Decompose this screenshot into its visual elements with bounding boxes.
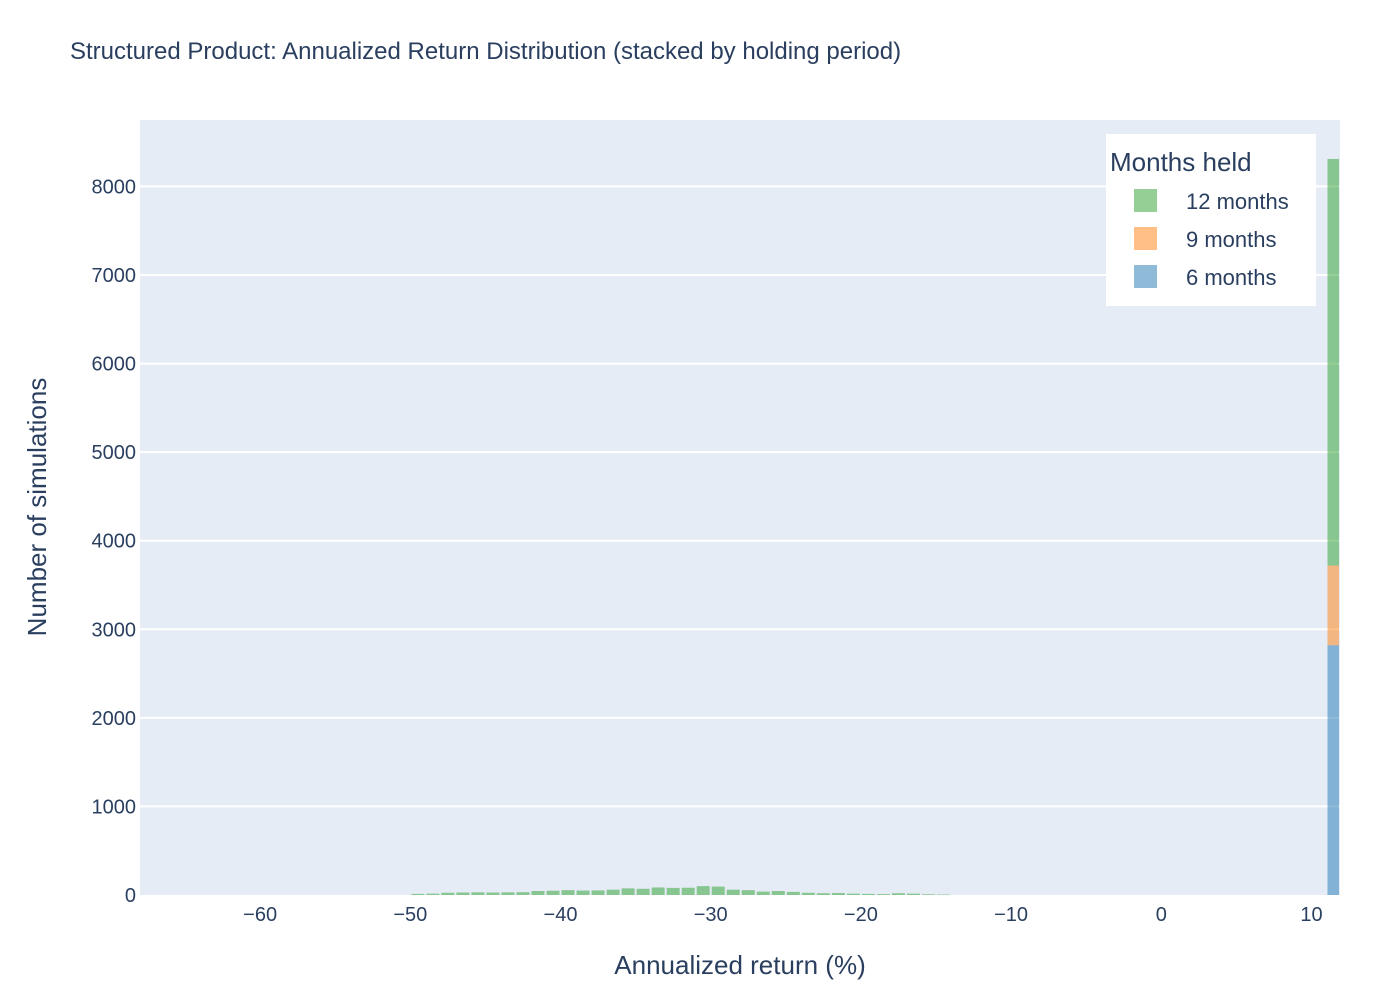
x-tick-label: −10	[994, 904, 1028, 926]
x-tick-label: −20	[844, 904, 878, 926]
bar-12-months	[576, 890, 590, 895]
y-axis-title: Number of simulations	[22, 378, 52, 637]
y-tick-label: 4000	[92, 531, 137, 553]
legend-swatch	[1134, 227, 1157, 250]
bar-12-months	[561, 890, 575, 895]
bar-12-months	[936, 894, 951, 896]
x-tick-label: −30	[694, 904, 728, 926]
bar-12-months	[486, 892, 500, 895]
bar-12-months	[426, 893, 440, 895]
y-tick-label: 0	[125, 885, 136, 907]
x-axis-title: Annualized return (%)	[614, 950, 865, 980]
bar-12-months	[531, 891, 545, 895]
bar-12-months	[546, 890, 560, 895]
legend-label: 6 months	[1186, 265, 1277, 290]
bar-12-months	[606, 889, 620, 895]
legend-swatch	[1134, 189, 1157, 212]
x-tick-label: −60	[243, 904, 277, 926]
y-tick-label: 5000	[92, 442, 137, 464]
bar-12-months	[906, 893, 920, 895]
legend-swatch	[1134, 265, 1157, 288]
y-tick-label: 1000	[92, 796, 137, 818]
y-tick-label: 7000	[92, 265, 137, 287]
bar-12-months	[756, 891, 770, 895]
bar-12-months	[1327, 158, 1339, 566]
bar-12-months	[651, 887, 665, 895]
bar-12-months	[786, 891, 800, 895]
bars	[411, 158, 1339, 896]
x-tick-label: −40	[544, 904, 578, 926]
x-tick-label: 10	[1300, 904, 1322, 926]
bar-12-months	[441, 892, 455, 895]
bar-12-months	[516, 892, 530, 895]
legend-label: 9 months	[1186, 227, 1277, 252]
y-axis-ticks: 0 1000 2000 3000 4000 5000 6000 7000 8000	[92, 176, 137, 907]
y-tick-label: 6000	[92, 354, 137, 376]
bar-12-months	[846, 893, 860, 895]
chart-title: Structured Product: Annualized Return Di…	[70, 38, 901, 65]
bar-12-months	[891, 893, 905, 895]
bar-12-months	[711, 886, 725, 895]
bar-12-months	[591, 890, 605, 895]
bar-12-months	[621, 888, 635, 895]
x-tick-label: −50	[393, 904, 427, 926]
bar-9-months	[1327, 565, 1339, 646]
bar-12-months	[666, 887, 680, 895]
bar-12-months	[636, 888, 650, 895]
legend-title: Months held	[1110, 147, 1252, 177]
bar-12-months	[771, 891, 785, 895]
bar-6-months	[1327, 645, 1339, 895]
legend: Months held 12 months 9 months 6 months	[1106, 134, 1316, 306]
bar-12-months	[411, 893, 425, 895]
bar-12-months	[816, 893, 830, 895]
bar-12-months	[921, 894, 935, 895]
bar-12-months	[471, 892, 485, 895]
x-axis-ticks: −60 −50 −40 −30 −20 −10 0 10	[243, 904, 1322, 926]
bar-12-months	[861, 893, 875, 895]
bar-12-months	[456, 892, 470, 895]
x-tick-label: 0	[1156, 904, 1167, 926]
y-tick-label: 8000	[92, 176, 137, 198]
bar-12-months	[801, 892, 815, 895]
bar-12-months	[501, 892, 515, 895]
bar-12-months	[696, 886, 710, 895]
y-tick-label: 2000	[92, 708, 137, 730]
bar-12-months	[876, 894, 890, 895]
bar-12-months	[831, 893, 845, 895]
bar-12-months	[681, 887, 695, 895]
legend-label: 12 months	[1186, 189, 1289, 214]
bar-12-months	[726, 889, 740, 895]
y-tick-label: 3000	[92, 619, 137, 641]
bar-12-months	[741, 890, 755, 895]
